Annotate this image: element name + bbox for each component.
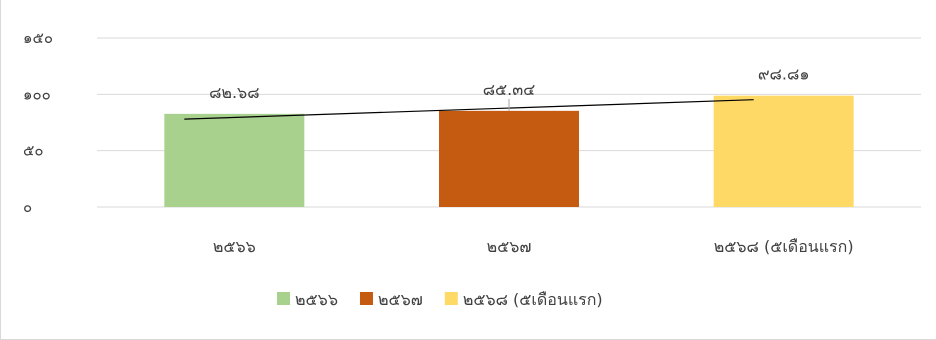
bar: [713, 95, 854, 207]
trendline: [184, 99, 754, 120]
data-label: ๙๘.๘๑: [758, 65, 810, 84]
legend-label: ๒๕๖๗: [378, 290, 423, 309]
y-tick-label: ๑๕๐: [23, 29, 53, 47]
legend-swatch: [359, 292, 373, 305]
legend: ๒๕๖๖ ๒๕๖๗ ๒๕๖๘ (๕เดือนแรก): [277, 290, 603, 309]
trendline-group: [184, 99, 754, 120]
legend-swatch: [444, 292, 458, 305]
bar: [439, 110, 579, 207]
legend-label: ๒๕๖๖: [295, 290, 338, 309]
legend-swatch: [277, 292, 290, 305]
data-label: ๘๒.๖๘: [209, 83, 259, 102]
bars: [164, 95, 854, 207]
category-labels: ๒๕๖๖ ๒๕๖๗ ๒๕๖๘ (๕เดือนแรก): [213, 237, 854, 256]
y-axis-ticks: ๐ ๕๐ ๑๐๐ ๑๕๐: [23, 29, 53, 216]
x-category-label: ๒๕๖๖: [213, 237, 256, 256]
y-tick-label: ๑๐๐: [23, 85, 51, 103]
x-category-label: ๒๕๖๗: [487, 237, 532, 256]
bar: [164, 113, 305, 207]
legend-label: ๒๕๖๘ (๕เดือนแรก): [463, 290, 603, 309]
y-tick-label: ๐: [23, 198, 32, 216]
y-tick-label: ๕๐: [23, 142, 44, 160]
data-label: ๘๕.๓๔: [483, 80, 536, 99]
data-labels: ๘๒.๖๘ ๘๕.๓๔ ๙๘.๘๑: [209, 65, 809, 111]
x-category-label: ๒๕๖๘ (๕เดือนแรก): [714, 237, 854, 256]
